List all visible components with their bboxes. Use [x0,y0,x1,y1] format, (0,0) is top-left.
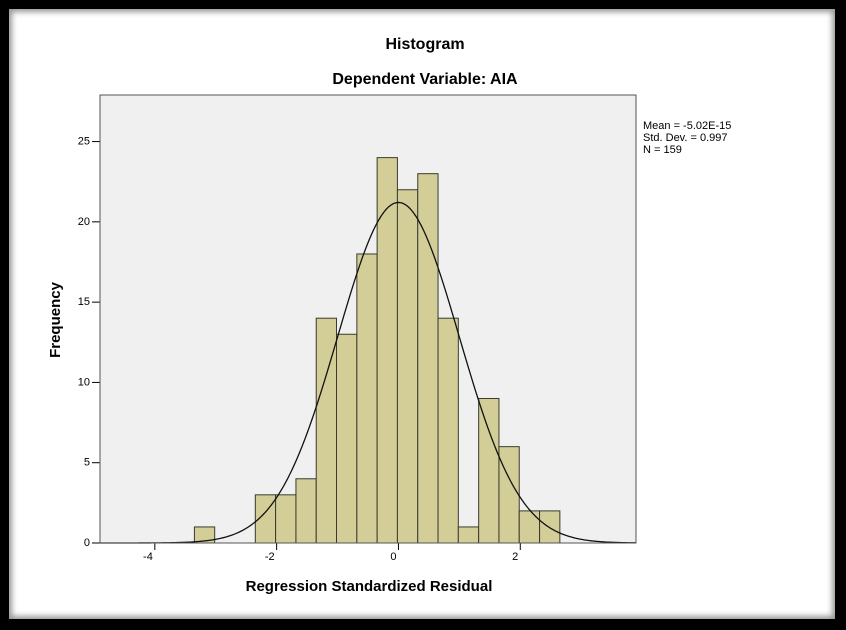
y-tick-label: 15 [78,296,90,308]
plot-border [99,94,637,544]
y-tick-label: 25 [78,135,90,147]
bar [376,157,398,544]
x-axis-title: Regression Standardized Residual [246,578,493,595]
bar [396,189,419,544]
y-tick-label: 20 [78,216,90,228]
x-tick-label: -4 [143,551,153,563]
y-axis-title: Frequency [47,281,64,358]
bar [356,253,378,544]
x-tick-label: 2 [512,551,518,563]
normal-curve [100,201,637,544]
bar [336,333,358,544]
stat-label: Std. Dev. = 0.997 [643,132,728,144]
y-tick-label: 0 [84,537,90,549]
bar [295,478,317,544]
bar [478,397,500,544]
bar [457,526,480,544]
bar [275,494,297,544]
x-tick-label: -2 [265,551,275,563]
chart-subtitle: Dependent Variable: AIA [332,71,518,88]
stat-label: Mean = -5.02E-15 [643,120,731,132]
bar [498,446,520,544]
bar [417,173,439,544]
chart-title: Histogram [385,36,464,53]
bar [518,510,541,544]
x-tick-label: 0 [390,551,396,563]
bar [437,317,459,544]
y-tick-label: 10 [78,376,90,388]
y-tick-label: 5 [84,457,90,469]
stat-label: N = 159 [643,144,682,156]
